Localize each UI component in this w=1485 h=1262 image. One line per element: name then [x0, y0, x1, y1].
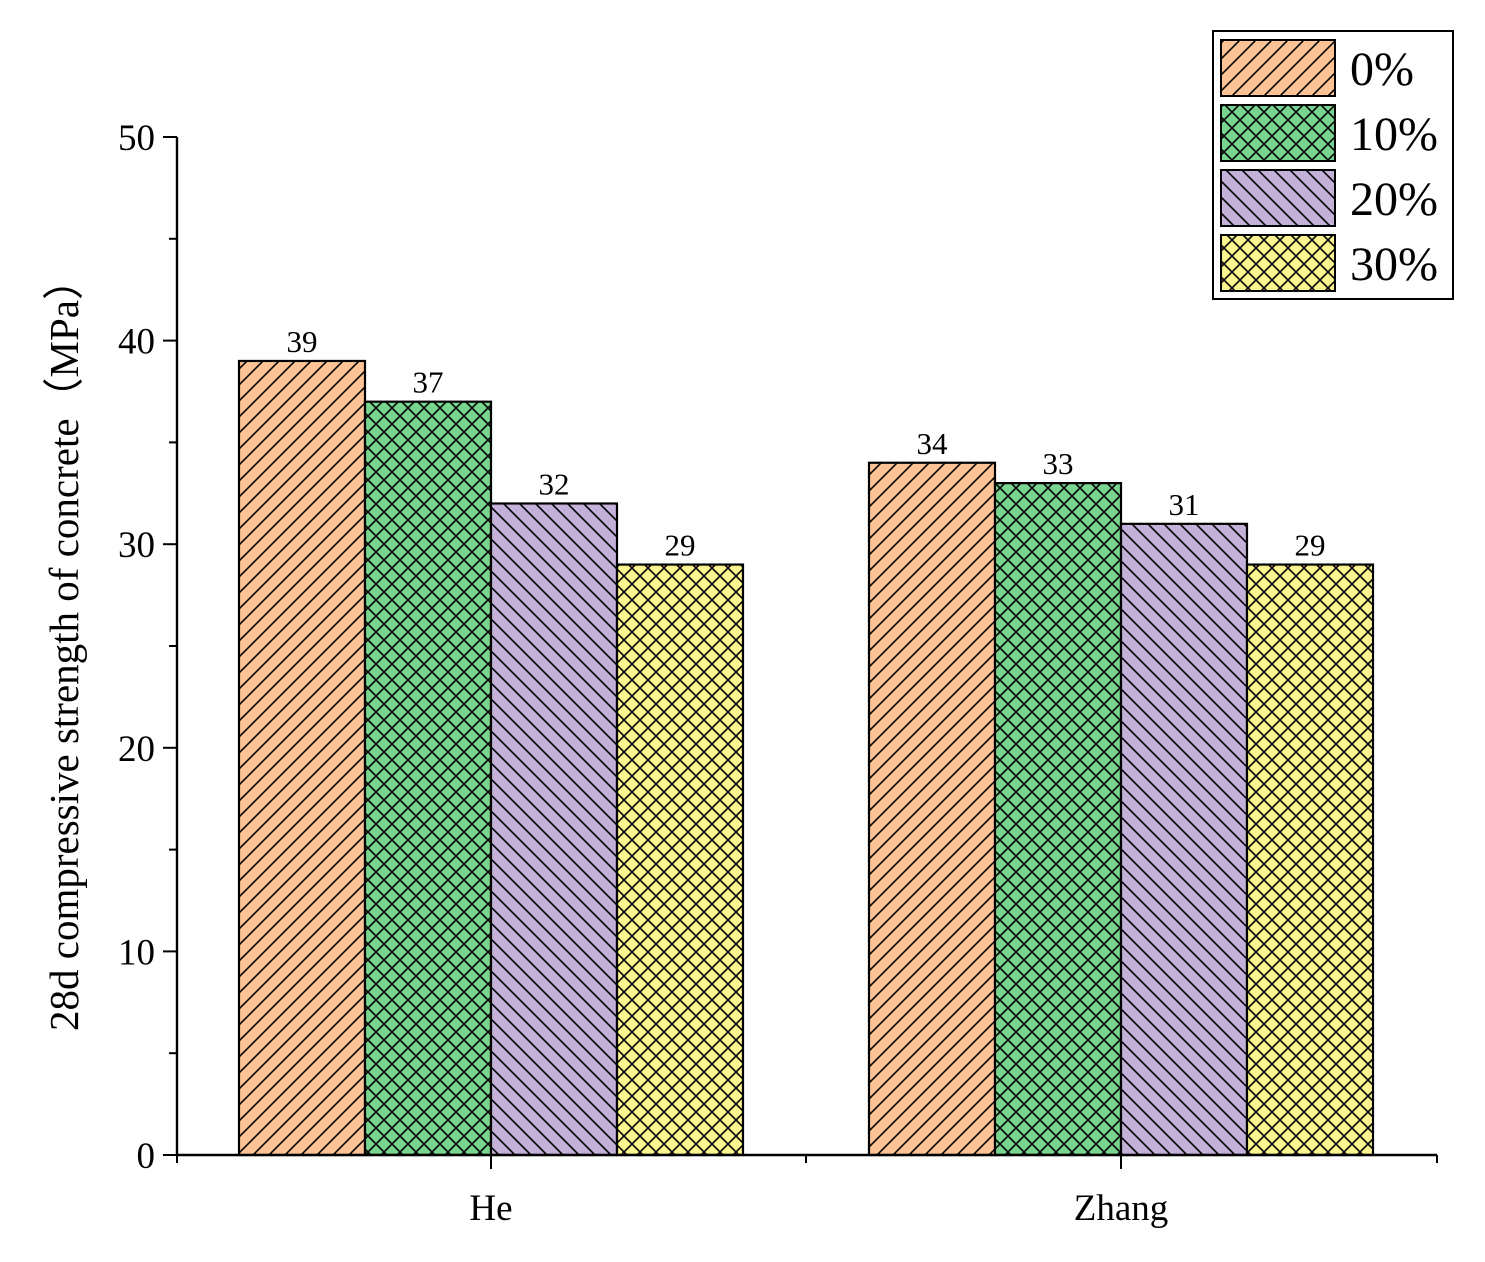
y-tick-label: 0: [137, 1136, 156, 1177]
legend-swatch: [1220, 104, 1336, 162]
legend-swatch: [1220, 39, 1336, 97]
y-tick-label: 50: [118, 118, 155, 159]
data-label: 39: [287, 324, 318, 359]
y-tick-label: 40: [118, 322, 155, 363]
bar-he-20pct: [489, 502, 619, 1157]
legend-label: 10%: [1350, 108, 1438, 161]
bar-he-10pct: [363, 400, 493, 1157]
data-label: 37: [413, 365, 444, 400]
data-label: 34: [917, 426, 949, 461]
data-label: 29: [1295, 528, 1326, 563]
bar-he-30pct: [615, 563, 745, 1157]
legend-label: 0%: [1350, 43, 1414, 96]
legend-swatch: [1220, 234, 1336, 292]
bar-zhang-30pct: [1245, 563, 1375, 1157]
data-label: 29: [665, 528, 696, 563]
bar-zhang-10pct: [993, 482, 1123, 1157]
data-label: 31: [1169, 487, 1200, 522]
data-label: 33: [1043, 446, 1074, 481]
data-labels: 39 37 32 29 34 33 31 29: [287, 324, 1326, 563]
bar-zhang-20pct: [1119, 522, 1249, 1157]
bar-he-0pct: [237, 359, 367, 1157]
legend-swatch: [1220, 169, 1336, 227]
y-axis-title: 28d compressive strength of concrete（MPa…: [41, 259, 87, 1031]
legend-label: 30%: [1350, 238, 1438, 291]
axes: 0 10 20 30 40 50 He Zhang: [118, 118, 1438, 1229]
data-label: 32: [539, 466, 570, 501]
bar-zhang-0pct: [867, 461, 997, 1157]
legend-label: 20%: [1350, 173, 1438, 226]
legend: 0% 10% 20% 30%: [1212, 30, 1454, 300]
bars: [237, 359, 1375, 1157]
x-tick-label: Zhang: [1074, 1188, 1169, 1229]
y-tick-label: 20: [118, 729, 155, 770]
y-tick-label: 30: [118, 525, 155, 566]
y-tick-label: 10: [118, 932, 155, 973]
x-tick-label: He: [469, 1188, 512, 1229]
